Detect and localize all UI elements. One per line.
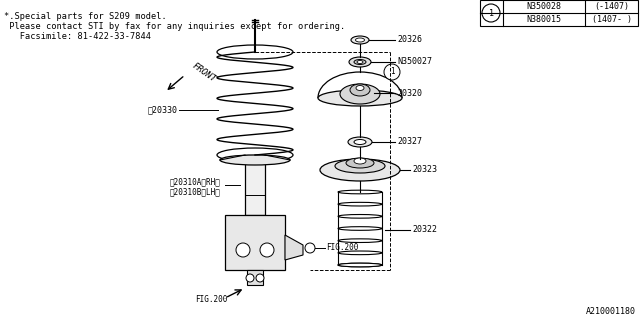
Text: FIG.200: FIG.200 (326, 244, 358, 252)
Text: 20323: 20323 (412, 165, 437, 174)
Text: ※20310A〈RH〉: ※20310A〈RH〉 (170, 178, 221, 187)
Ellipse shape (217, 45, 293, 59)
Text: Facsimile: 81-422-33-7844: Facsimile: 81-422-33-7844 (4, 32, 151, 41)
Circle shape (384, 64, 400, 80)
Polygon shape (285, 235, 303, 260)
Circle shape (256, 274, 264, 282)
Ellipse shape (351, 36, 369, 44)
Text: 20327: 20327 (397, 138, 422, 147)
Bar (480, 0, 638, 26)
Ellipse shape (355, 38, 365, 42)
Circle shape (305, 243, 315, 253)
Ellipse shape (357, 60, 363, 63)
Text: N350027: N350027 (397, 58, 432, 67)
Text: (-1407): (-1407) (594, 2, 629, 11)
Ellipse shape (356, 85, 364, 91)
Ellipse shape (320, 159, 400, 181)
Text: N380015: N380015 (527, 15, 561, 24)
Text: *.Special parts for S209 model.: *.Special parts for S209 model. (4, 12, 167, 21)
Ellipse shape (338, 263, 382, 267)
Ellipse shape (220, 155, 290, 165)
Circle shape (236, 243, 250, 257)
Text: ※20330: ※20330 (148, 106, 178, 115)
Text: Please contact STI by fax for any inquiries except for ordering.: Please contact STI by fax for any inquir… (4, 22, 345, 31)
Text: 20320: 20320 (397, 89, 422, 98)
Text: FIG.200: FIG.200 (195, 295, 227, 305)
Bar (225, 215, 285, 270)
Ellipse shape (346, 158, 374, 168)
Ellipse shape (354, 158, 366, 164)
Circle shape (260, 243, 274, 257)
Bar (245, 155, 265, 215)
Text: N350028: N350028 (527, 2, 561, 11)
Text: 1: 1 (390, 68, 394, 76)
Circle shape (246, 274, 254, 282)
Text: ※20310B〈LH〉: ※20310B〈LH〉 (170, 188, 221, 196)
Ellipse shape (348, 137, 372, 147)
Ellipse shape (340, 84, 380, 104)
Ellipse shape (217, 148, 293, 162)
Text: 20326: 20326 (397, 36, 422, 44)
Text: A210001180: A210001180 (586, 307, 636, 316)
Text: 1: 1 (488, 9, 493, 18)
Ellipse shape (349, 57, 371, 67)
Text: (1407- ): (1407- ) (591, 15, 632, 24)
Ellipse shape (318, 90, 402, 106)
Ellipse shape (354, 60, 366, 65)
Ellipse shape (354, 140, 366, 145)
Bar (247, 270, 263, 285)
Ellipse shape (338, 190, 382, 194)
Text: FRONT: FRONT (190, 62, 217, 84)
Ellipse shape (335, 159, 385, 173)
Text: 20322: 20322 (412, 226, 437, 235)
Ellipse shape (350, 84, 370, 96)
